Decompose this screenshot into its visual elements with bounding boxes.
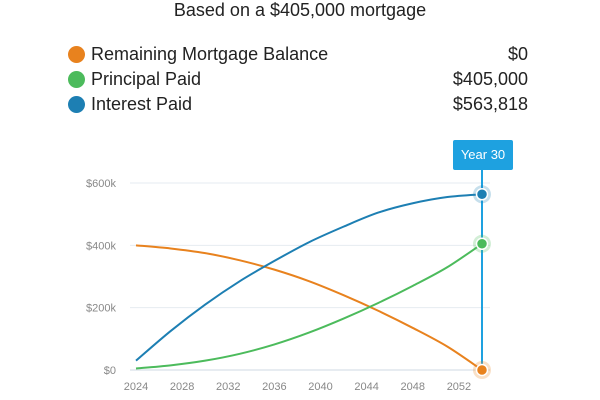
legend-label: Remaining Mortgage Balance: [91, 44, 329, 64]
chart-subtitle: Based on a $405,000 mortgage: [173, 0, 427, 20]
y-tick-label: $600k: [86, 178, 116, 190]
marker-point-remaining-mortgage-balance: [475, 363, 489, 377]
x-tick-label: 2044: [354, 381, 378, 393]
x-tick-label: 2052: [447, 381, 471, 393]
legend-value: $405,000: [452, 69, 528, 89]
series-line-remaining-mortgage-balance: [135, 244, 483, 371]
year-badge[interactable]: Year 30: [453, 140, 513, 170]
legend-item-remaining-balance: Remaining Mortgage Balance $0: [68, 42, 528, 67]
x-tick-label: 2036: [262, 381, 286, 393]
y-tick-label: $0: [104, 365, 116, 377]
green-dot-icon: [68, 71, 85, 88]
legend-label: Interest Paid: [91, 94, 193, 114]
x-tick-label: 2032: [216, 381, 240, 393]
legend-item-interest-paid: Interest Paid $563,818: [68, 92, 528, 117]
legend-item-principal-paid: Principal Paid $405,000: [68, 67, 528, 92]
y-tick-label: $400k: [86, 240, 116, 252]
x-tick-label: 2048: [401, 381, 425, 393]
blue-dot-icon: [68, 96, 85, 113]
legend-value: $0: [507, 44, 528, 64]
legend: Remaining Mortgage Balance $0 Principal …: [68, 42, 528, 117]
marker-point-principal-paid: [475, 237, 489, 251]
x-tick-label: 2028: [170, 381, 194, 393]
legend-label: Principal Paid: [91, 69, 202, 89]
x-tick-label: 2024: [124, 381, 148, 393]
marker-point-interest-paid: [475, 188, 489, 201]
series-line-principal-paid: [135, 242, 483, 370]
y-tick-label: $200k: [86, 303, 116, 315]
x-tick-label: 2040: [308, 381, 332, 393]
series-line-interest-paid: [135, 193, 483, 362]
orange-dot-icon: [68, 46, 85, 63]
legend-value: $563,818: [452, 94, 528, 114]
